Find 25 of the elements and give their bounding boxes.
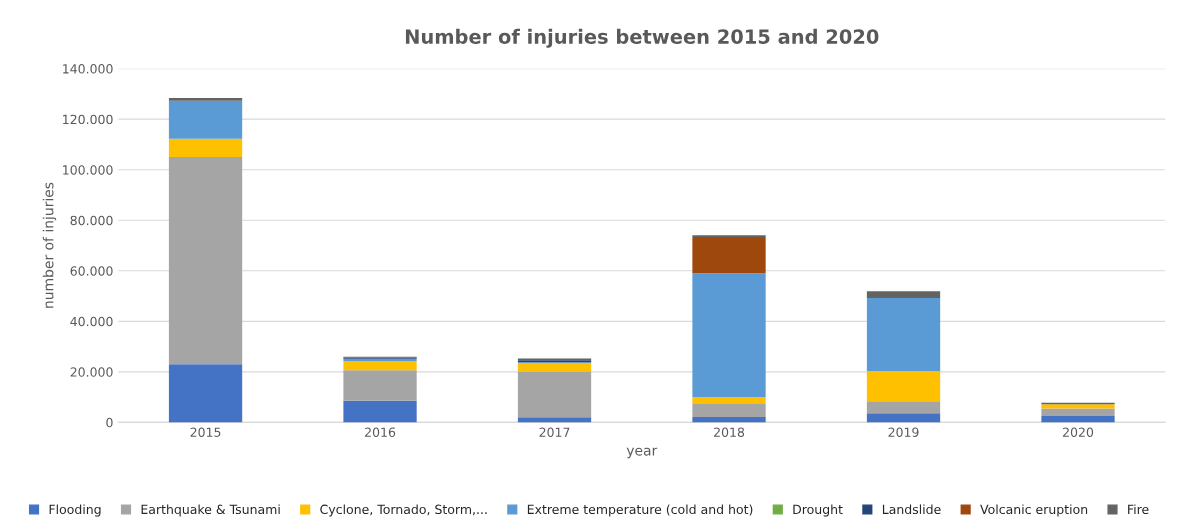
y-tick-label: 60.000 [70, 266, 113, 276]
legend-label: Fire [1128, 504, 1149, 515]
x-tick-label: 2019 [888, 427, 919, 437]
legend-label: Flooding [49, 504, 101, 517]
y-tick-label: 140.000 [63, 64, 113, 74]
y-tick-label: 0 [106, 417, 113, 428]
x-tick-label: 2015 [190, 427, 221, 437]
y-tick-label: 40.000 [70, 316, 113, 327]
legend-label: Cyclone, Tornado, Storm,... [320, 504, 487, 517]
y-axis-title: number of injuries [42, 182, 57, 308]
x-tick-label: 2017 [539, 427, 570, 437]
y-tick-label: 100.000 [63, 165, 113, 175]
y-tick-label: 80.000 [70, 215, 113, 226]
y-tick-label: 20.000 [70, 367, 113, 377]
x-tick-label: 2016 [365, 427, 396, 437]
x-axis-title: year [626, 447, 658, 459]
legend-label: Extreme temperature (cold and hot) [527, 504, 753, 517]
legend-label: Volcanic eruption [980, 504, 1088, 517]
x-tick-label: 2020 [1063, 427, 1094, 437]
x-tick-label: 2018 [714, 427, 745, 437]
legend-label: Landslide [882, 504, 941, 515]
legend-label: Earthquake & Tsunami [141, 504, 280, 517]
legend-label: Drought [793, 504, 843, 517]
chart-title: Number of injuries between 2015 and 2020 [405, 28, 879, 48]
y-tick-label: 120.000 [63, 114, 113, 125]
